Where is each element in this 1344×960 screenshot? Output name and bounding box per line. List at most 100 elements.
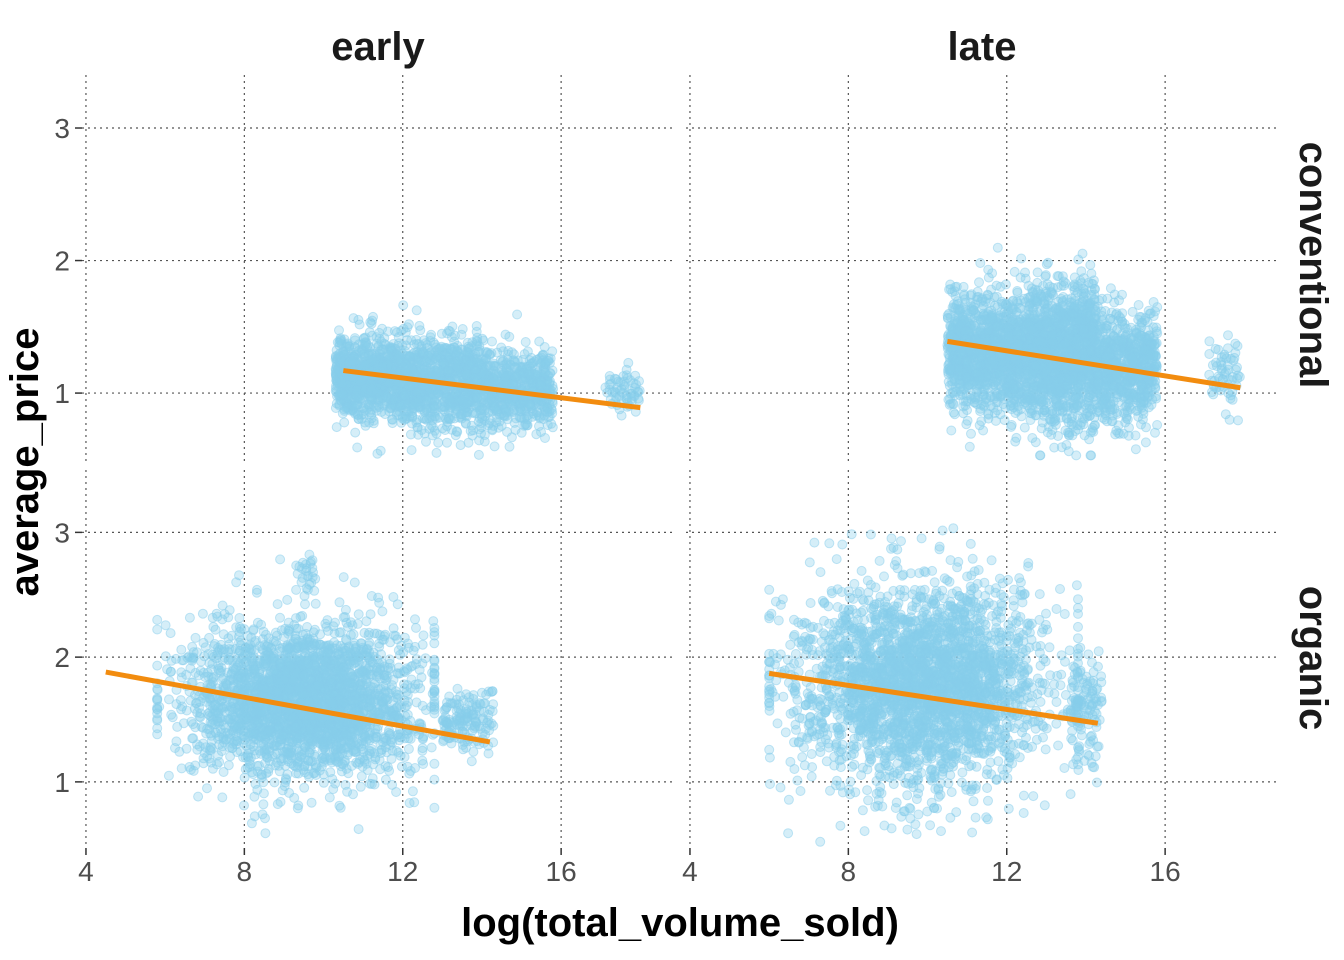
scatter-point xyxy=(995,370,1005,381)
scatter-point xyxy=(520,337,531,347)
scatter-point xyxy=(377,323,388,334)
scatter-point xyxy=(983,272,994,283)
scatter-point xyxy=(378,361,388,372)
scatter-point xyxy=(472,332,483,343)
scatter-point xyxy=(359,333,369,343)
scatter-point xyxy=(383,350,394,361)
scatter-point xyxy=(445,402,456,413)
scatter-point xyxy=(1086,450,1097,461)
scatter-point xyxy=(960,298,971,308)
scatter-point xyxy=(1085,260,1096,270)
scatter-point xyxy=(426,420,437,431)
scatter-point xyxy=(450,430,461,441)
scatter-point xyxy=(1004,331,1014,342)
scatter-point xyxy=(350,342,361,353)
scatter-point xyxy=(403,362,414,373)
scatter-point xyxy=(979,400,990,411)
scatter-point xyxy=(964,441,975,452)
scatter-point xyxy=(1058,292,1069,302)
scatter-point xyxy=(978,425,989,436)
scatter-point xyxy=(1016,253,1027,264)
scatter-point xyxy=(485,415,496,426)
scatter-point xyxy=(372,448,383,459)
scatter-point xyxy=(972,294,983,305)
scatter-point xyxy=(626,388,637,399)
scatter-point xyxy=(436,341,447,352)
scatter-point xyxy=(1002,301,1013,312)
scatter-point xyxy=(1071,450,1082,461)
scatter-point xyxy=(382,392,392,403)
scatter-point xyxy=(350,427,361,438)
scatter-point xyxy=(1058,280,1069,291)
scatter-point xyxy=(470,365,481,375)
scatter-point xyxy=(983,324,994,335)
scatter-point xyxy=(426,329,437,340)
scatter-point xyxy=(337,378,348,389)
scatter-point xyxy=(971,367,982,378)
scatter-point xyxy=(956,348,967,359)
scatter-point xyxy=(968,305,979,316)
scatter-point xyxy=(414,320,425,331)
scatter-point xyxy=(524,399,535,410)
scatter-point xyxy=(1037,383,1048,394)
scatter-point xyxy=(404,381,415,392)
scatter-point xyxy=(452,346,463,356)
scatter-point xyxy=(336,338,347,349)
scatter-point xyxy=(1000,279,1011,290)
scatter-point xyxy=(352,385,362,396)
scatter-point xyxy=(534,421,544,432)
scatter-point xyxy=(337,389,348,400)
scatter-point xyxy=(964,361,974,371)
scatter-point xyxy=(982,383,993,394)
scatter-point xyxy=(1019,422,1030,433)
scatter-point xyxy=(373,342,384,352)
scatter-point xyxy=(1006,370,1017,381)
scatter-point xyxy=(455,440,466,451)
scatter-point xyxy=(510,424,521,435)
scatter-point xyxy=(540,433,550,443)
scatter-point xyxy=(411,334,422,345)
scatter-point xyxy=(473,449,484,460)
scatter-point xyxy=(500,329,511,340)
scatter-point xyxy=(975,258,986,268)
scatter-point xyxy=(339,417,350,428)
scatter-point xyxy=(379,332,390,343)
scatter-point xyxy=(355,376,366,387)
scatter-point xyxy=(960,326,971,337)
scatter-point xyxy=(442,328,453,339)
scatter-point xyxy=(404,351,415,361)
scatter-point xyxy=(461,369,472,380)
scatter-point xyxy=(518,354,528,365)
scatter-point xyxy=(950,282,961,292)
scatter-point xyxy=(347,357,358,367)
scatter-point xyxy=(548,383,559,394)
scatter-point xyxy=(528,357,538,368)
scatter-point xyxy=(414,357,425,368)
scatter-point xyxy=(1027,433,1038,443)
scatter-point xyxy=(398,300,409,311)
scatter-point xyxy=(1011,307,1022,318)
scatter-point xyxy=(1078,284,1089,295)
scatter-point xyxy=(1053,431,1063,441)
scatter-point xyxy=(434,412,445,423)
scatter-point xyxy=(532,367,543,378)
scatter-point xyxy=(522,346,533,357)
scatter-point xyxy=(1006,379,1017,390)
scatter-point xyxy=(951,386,962,397)
scatter-point xyxy=(1006,420,1017,430)
scatter-point xyxy=(546,418,557,429)
scatter-point xyxy=(1040,270,1051,281)
scatter-point xyxy=(942,343,953,354)
scatter-point xyxy=(1046,286,1057,297)
scatter-point xyxy=(427,430,438,441)
scatter-point xyxy=(496,421,507,431)
scatter-point xyxy=(974,277,984,288)
scatter-point xyxy=(1010,436,1021,447)
scatter-point xyxy=(990,415,1001,426)
scatter-point xyxy=(453,412,464,423)
scatter-point xyxy=(1043,257,1053,268)
scatter-point xyxy=(948,407,959,418)
scatter-point xyxy=(634,376,644,387)
scatter-point xyxy=(510,362,521,373)
scatter-point xyxy=(610,387,621,398)
